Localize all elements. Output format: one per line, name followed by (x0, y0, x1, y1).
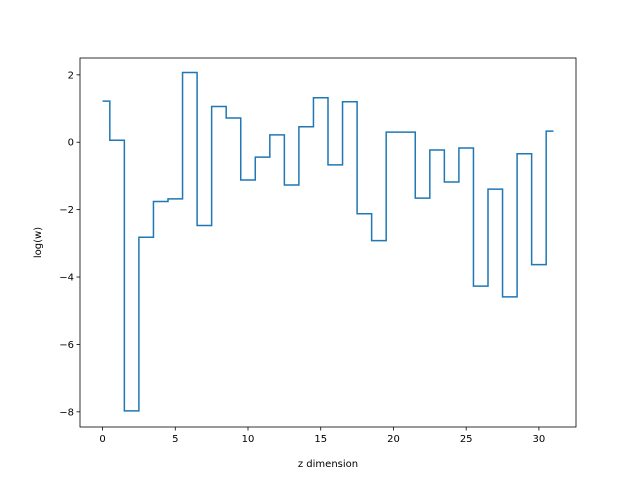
x-axis-label: z dimension (298, 459, 358, 470)
y-axis: −8 −6 −4 −2 0 2 (59, 70, 80, 418)
x-tick-label: 5 (172, 434, 178, 445)
y-tick-label: −6 (59, 340, 74, 351)
x-tick-label: 15 (314, 434, 327, 445)
series-line (102, 71, 554, 412)
y-axis-label: log(w) (33, 227, 44, 258)
series-layer (102, 71, 554, 412)
y-tick-label: −8 (59, 407, 74, 418)
x-tick-label: 30 (533, 434, 546, 445)
x-tick-label: 25 (460, 434, 473, 445)
y-tick-label: 0 (68, 138, 74, 149)
x-tick-label: 0 (99, 434, 105, 445)
x-axis: 0 5 10 15 20 25 30 (99, 427, 545, 445)
y-tick-label: 2 (68, 70, 74, 81)
y-tick-label: −2 (59, 205, 74, 216)
x-tick-label: 20 (387, 434, 400, 445)
plot-frame (79, 57, 577, 428)
y-tick-label: −4 (59, 273, 74, 284)
x-tick-label: 10 (242, 434, 255, 445)
